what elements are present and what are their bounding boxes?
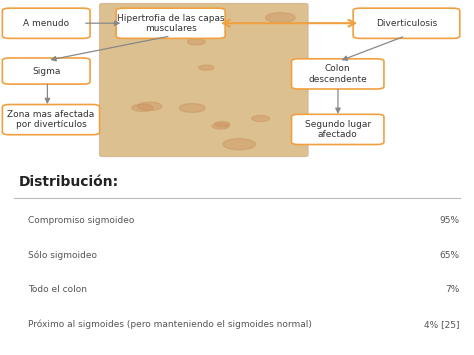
Text: Hipertrofia de las capas
musculares: Hipertrofia de las capas musculares xyxy=(117,13,225,33)
FancyBboxPatch shape xyxy=(2,104,100,135)
Text: Colon
descendente: Colon descendente xyxy=(309,64,367,83)
Circle shape xyxy=(199,65,214,70)
Text: Todo el colon: Todo el colon xyxy=(28,285,87,294)
Circle shape xyxy=(116,27,141,36)
Circle shape xyxy=(223,138,255,150)
Text: 95%: 95% xyxy=(440,216,460,225)
FancyBboxPatch shape xyxy=(353,8,460,38)
Circle shape xyxy=(138,102,162,110)
Text: 4% [25]: 4% [25] xyxy=(424,320,460,329)
Text: Distribución:: Distribución: xyxy=(19,175,119,189)
FancyBboxPatch shape xyxy=(2,58,90,84)
Circle shape xyxy=(187,39,205,45)
FancyBboxPatch shape xyxy=(292,59,384,89)
Text: 65%: 65% xyxy=(440,251,460,260)
Circle shape xyxy=(168,15,196,24)
Text: Sigma: Sigma xyxy=(32,66,60,76)
Text: Próximo al sigmoides (pero manteniendo el sigmoides normal): Próximo al sigmoides (pero manteniendo e… xyxy=(28,320,312,329)
Text: A menudo: A menudo xyxy=(23,19,69,28)
Text: Zona mas afectada
por divertículos: Zona mas afectada por divertículos xyxy=(7,110,95,129)
FancyBboxPatch shape xyxy=(292,114,384,144)
Circle shape xyxy=(179,104,205,113)
FancyBboxPatch shape xyxy=(2,8,90,38)
Text: Diverticulosis: Diverticulosis xyxy=(376,19,437,28)
Circle shape xyxy=(212,123,229,129)
Text: Sólo sigmoideo: Sólo sigmoideo xyxy=(28,251,98,260)
Text: 7%: 7% xyxy=(446,285,460,294)
FancyBboxPatch shape xyxy=(116,8,225,38)
Circle shape xyxy=(265,12,295,23)
Text: Segundo lugar
afectado: Segundo lugar afectado xyxy=(305,120,371,139)
Circle shape xyxy=(132,104,153,111)
Text: Compromiso sigmoideo: Compromiso sigmoideo xyxy=(28,216,135,225)
Circle shape xyxy=(252,115,269,121)
FancyBboxPatch shape xyxy=(100,3,308,157)
Circle shape xyxy=(214,121,230,127)
